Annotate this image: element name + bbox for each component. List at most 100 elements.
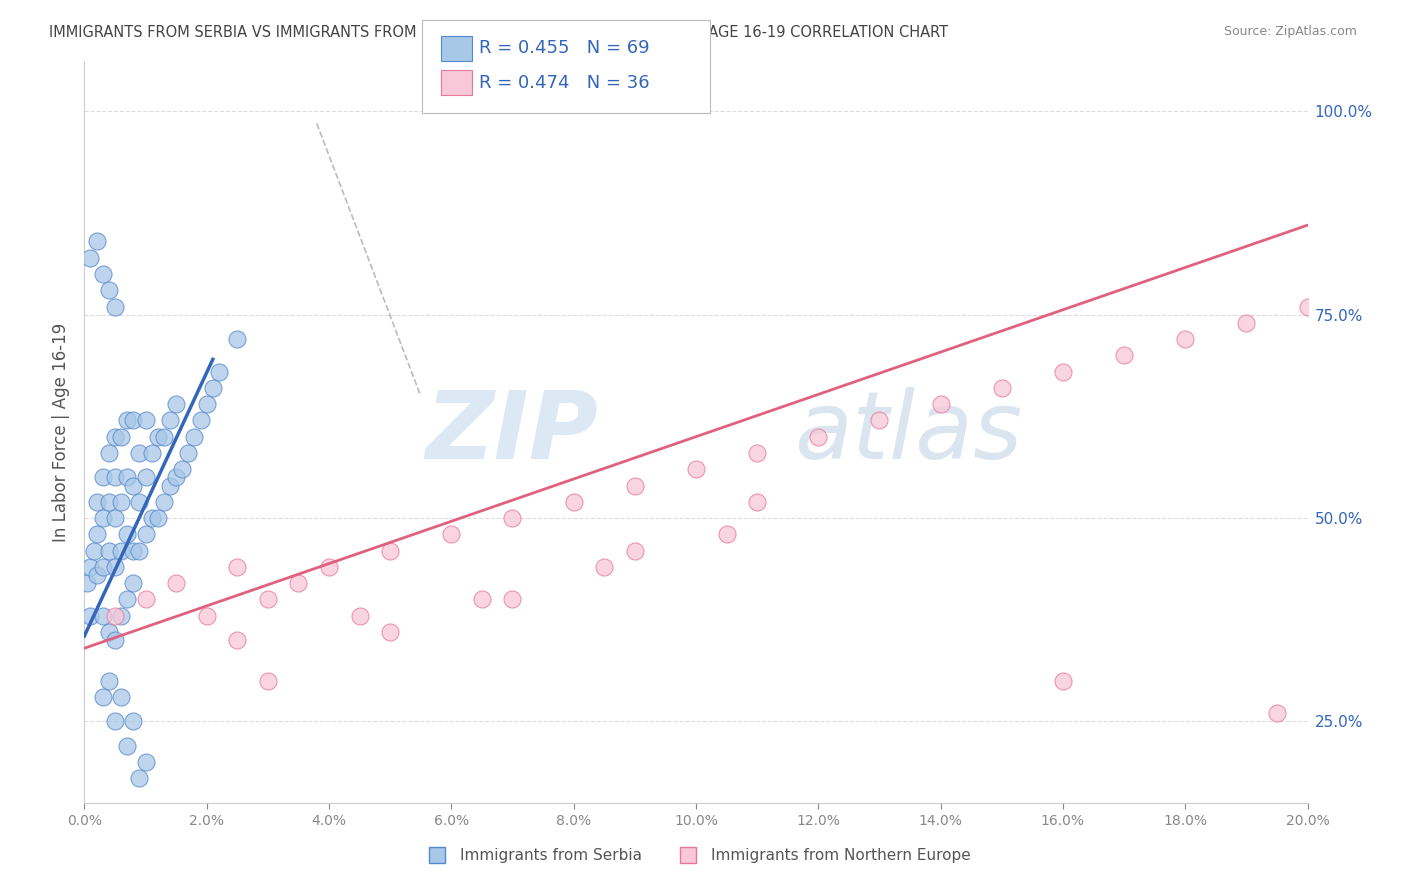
Point [104, 430, 127, 444]
Legend: Immigrants from Serbia, Immigrants from Northern Europe: Immigrants from Serbia, Immigrants from … [416, 842, 976, 869]
Point [115, 413, 138, 427]
Point [104, 633, 127, 648]
Point [716, 527, 738, 541]
Point [97, 624, 120, 639]
Point [165, 576, 187, 591]
Point [624, 543, 647, 558]
Point [380, 624, 402, 639]
Point [104, 608, 127, 623]
Point [146, 511, 169, 525]
Point [135, 592, 157, 607]
Text: R = 0.474   N = 36: R = 0.474 N = 36 [479, 74, 650, 92]
Point [153, 495, 176, 509]
Point [122, 543, 145, 558]
Point [183, 430, 205, 444]
Point [104, 470, 127, 484]
Point [115, 739, 138, 753]
Point [76, 576, 98, 591]
Point [195, 608, 218, 623]
Point [226, 633, 249, 648]
Point [79, 251, 101, 265]
Point [471, 592, 494, 607]
Point [257, 673, 280, 688]
Text: Source: ZipAtlas.com: Source: ZipAtlas.com [1223, 25, 1357, 38]
Point [349, 608, 371, 623]
Point [562, 495, 585, 509]
Point [79, 559, 101, 574]
Point [122, 576, 145, 591]
Point [1236, 316, 1258, 330]
Point [141, 446, 163, 460]
Point [287, 576, 309, 591]
Point [128, 446, 150, 460]
Point [1052, 365, 1074, 379]
Point [115, 470, 138, 484]
Point [593, 559, 616, 574]
Point [502, 592, 524, 607]
Point [165, 397, 187, 411]
Point [318, 559, 340, 574]
Point [1174, 332, 1197, 346]
Point [110, 495, 132, 509]
Point [79, 608, 101, 623]
Point [110, 608, 132, 623]
Point [97, 283, 120, 297]
Point [86, 527, 108, 541]
Point [135, 527, 157, 541]
Point [165, 470, 187, 484]
Point [177, 446, 200, 460]
Point [97, 446, 120, 460]
Point [502, 511, 524, 525]
Point [135, 755, 157, 769]
Point [91, 690, 114, 704]
Point [83, 543, 105, 558]
Point [991, 381, 1014, 395]
Point [226, 559, 249, 574]
Point [91, 470, 114, 484]
Point [869, 413, 891, 427]
Point [380, 543, 402, 558]
Point [226, 332, 249, 346]
Point [110, 543, 132, 558]
Point [135, 470, 157, 484]
Point [115, 592, 138, 607]
Point [208, 365, 231, 379]
Point [91, 511, 114, 525]
Point [257, 592, 280, 607]
Point [86, 568, 108, 582]
Point [929, 397, 952, 411]
Point [172, 462, 194, 476]
Point [128, 772, 150, 786]
Point [747, 495, 769, 509]
Point [110, 430, 132, 444]
Point [128, 543, 150, 558]
Text: IMMIGRANTS FROM SERBIA VS IMMIGRANTS FROM NORTHERN EUROPE IN LABOR FORCE | AGE 1: IMMIGRANTS FROM SERBIA VS IMMIGRANTS FRO… [49, 25, 948, 41]
Point [104, 714, 127, 729]
Point [91, 267, 114, 281]
Point [122, 714, 145, 729]
Point [91, 559, 114, 574]
Point [128, 495, 150, 509]
Point [122, 478, 145, 492]
Point [1052, 673, 1074, 688]
Point [807, 430, 830, 444]
Point [190, 413, 212, 427]
Point [141, 511, 163, 525]
Point [1265, 706, 1288, 721]
Point [97, 543, 120, 558]
Point [135, 413, 157, 427]
Point [104, 300, 127, 314]
Point [97, 673, 120, 688]
Point [624, 478, 647, 492]
Text: atlas: atlas [794, 387, 1022, 478]
Point [685, 462, 707, 476]
Point [159, 478, 181, 492]
Point [91, 608, 114, 623]
Point [146, 430, 169, 444]
Point [86, 495, 108, 509]
Point [122, 413, 145, 427]
Point [1296, 300, 1319, 314]
Y-axis label: In Labor Force | Age 16-19: In Labor Force | Age 16-19 [52, 323, 70, 542]
Point [159, 413, 181, 427]
Point [747, 446, 769, 460]
